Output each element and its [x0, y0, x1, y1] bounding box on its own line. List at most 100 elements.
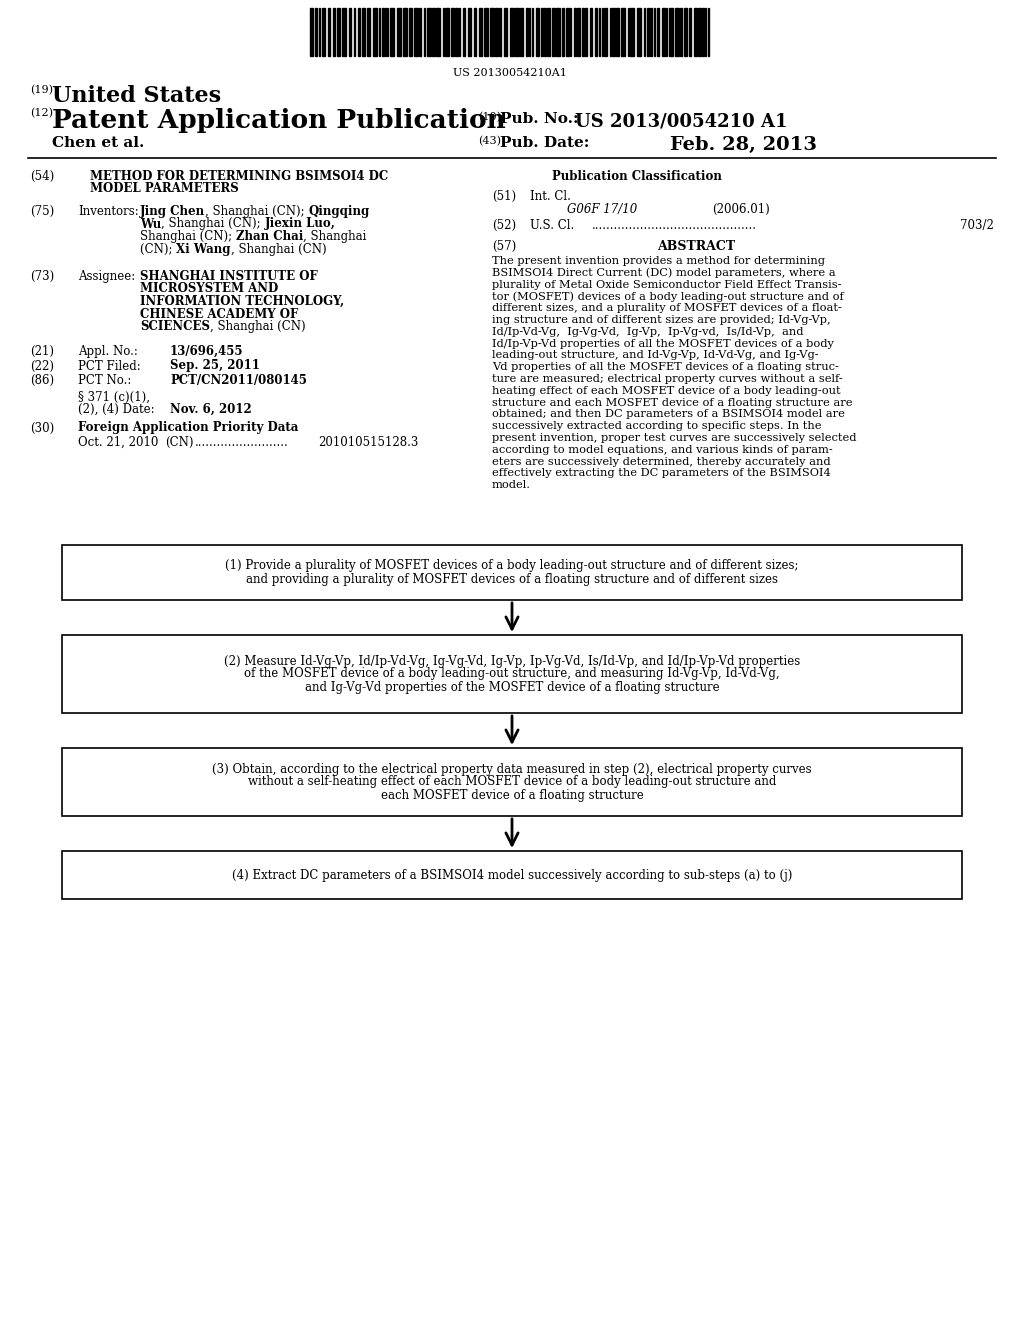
Text: United States: United States	[52, 84, 221, 107]
Bar	[419, 8, 421, 55]
Bar	[637, 8, 641, 55]
Text: (2006.01): (2006.01)	[712, 202, 770, 215]
Text: plurality of Metal Oxide Semiconductor Field Effect Transis-: plurality of Metal Oxide Semiconductor F…	[492, 280, 842, 289]
Text: (10): (10)	[478, 112, 501, 123]
Bar	[510, 8, 514, 55]
Text: Publication Classification: Publication Classification	[552, 170, 722, 183]
Text: Int. Cl.: Int. Cl.	[530, 190, 570, 203]
Bar	[552, 8, 555, 55]
Bar	[479, 8, 482, 55]
Bar	[526, 8, 528, 55]
Text: ing structure and of different sizes are provided; Id-Vg-Vp,: ing structure and of different sizes are…	[492, 315, 830, 325]
Text: each MOSFET device of a floating structure: each MOSFET device of a floating structu…	[381, 788, 643, 801]
Text: Sep. 25, 2011: Sep. 25, 2011	[170, 359, 260, 372]
Text: (43): (43)	[478, 136, 501, 147]
Bar	[604, 8, 607, 55]
Text: , Shanghai: , Shanghai	[303, 230, 367, 243]
Bar	[409, 8, 412, 55]
Text: (21): (21)	[30, 345, 54, 358]
Text: (19): (19)	[30, 84, 53, 95]
Text: leading-out structure, and Id-Vg-Vp, Id-Vd-Vg, and Ig-Vg-: leading-out structure, and Id-Vg-Vp, Id-…	[492, 350, 818, 360]
Text: ............................................: ........................................…	[592, 219, 757, 232]
Bar	[490, 8, 494, 55]
Bar	[495, 8, 498, 55]
Text: (12): (12)	[30, 108, 53, 119]
Text: successively extracted according to specific steps. In the: successively extracted according to spec…	[492, 421, 821, 432]
Text: , Shanghai (CN);: , Shanghai (CN);	[161, 218, 264, 231]
Bar	[337, 8, 340, 55]
Bar	[474, 8, 476, 55]
Text: Jiexin Luo,: Jiexin Luo,	[264, 218, 336, 231]
Text: Appl. No.:: Appl. No.:	[78, 345, 138, 358]
Text: (1) Provide a plurality of MOSFET devices of a body leading-out structure and of: (1) Provide a plurality of MOSFET device…	[225, 558, 799, 572]
Bar	[694, 8, 697, 55]
Bar	[590, 8, 592, 55]
Bar	[621, 8, 625, 55]
Bar	[328, 8, 330, 55]
Bar	[684, 8, 687, 55]
Text: PCT/CN2011/080145: PCT/CN2011/080145	[170, 374, 307, 387]
Text: 201010515128.3: 201010515128.3	[318, 436, 419, 449]
Bar	[62, 851, 962, 899]
Text: Vd properties of all the MOSFET devices of a floating struc-: Vd properties of all the MOSFET devices …	[492, 362, 839, 372]
Bar	[536, 8, 539, 55]
Text: Pub. No.:: Pub. No.:	[500, 112, 579, 125]
Bar	[662, 8, 665, 55]
Bar	[62, 748, 962, 816]
Bar	[432, 8, 435, 55]
Text: SHANGHAI INSTITUTE OF: SHANGHAI INSTITUTE OF	[140, 271, 317, 282]
Text: heating effect of each MOSFET device of a body leading-out: heating effect of each MOSFET device of …	[492, 385, 841, 396]
Text: Wu: Wu	[140, 218, 161, 231]
Bar	[333, 8, 335, 55]
Text: (73): (73)	[30, 271, 54, 282]
Bar	[397, 8, 401, 55]
Text: (CN): (CN)	[165, 436, 194, 449]
Bar	[574, 8, 575, 55]
Text: MODEL PARAMETERS: MODEL PARAMETERS	[90, 182, 239, 195]
Bar	[373, 8, 377, 55]
Text: structure and each MOSFET device of a floating structure are: structure and each MOSFET device of a fl…	[492, 397, 853, 408]
Bar	[630, 8, 634, 55]
Text: (4) Extract DC parameters of a BSIMSOI4 model successively according to sub-step: (4) Extract DC parameters of a BSIMSOI4 …	[231, 869, 793, 882]
Text: of the MOSFET device of a body leading-out structure, and measuring Id-Vg-Vp, Id: of the MOSFET device of a body leading-o…	[244, 668, 780, 681]
Bar	[616, 8, 618, 55]
Bar	[382, 8, 384, 55]
Text: INFORMATION TECHNOLOGY,: INFORMATION TECHNOLOGY,	[140, 294, 344, 308]
Text: Shanghai (CN);: Shanghai (CN);	[140, 230, 236, 243]
Bar	[675, 8, 679, 55]
Text: US 2013/0054210 A1: US 2013/0054210 A1	[575, 112, 787, 129]
Text: Foreign Application Priority Data: Foreign Application Priority Data	[78, 421, 298, 434]
Bar	[322, 8, 325, 55]
Bar	[445, 8, 449, 55]
Text: present invention, proper test curves are successively selected: present invention, proper test curves ar…	[492, 433, 856, 444]
Text: and Ig-Vg-Vd properties of the MOSFET device of a floating structure: and Ig-Vg-Vd properties of the MOSFET de…	[305, 681, 719, 693]
Text: (2) Measure Id-Vg-Vp, Id/Ip-Vd-Vg, Ig-Vg-Vd, Ig-Vp, Ip-Vg-Vd, Is/Id-Vp, and Id/I: (2) Measure Id-Vg-Vp, Id/Ip-Vd-Vg, Ig-Vg…	[224, 655, 800, 668]
Text: 703/2: 703/2	[961, 219, 994, 232]
Text: .........................: .........................	[195, 436, 289, 449]
Bar	[582, 8, 584, 55]
Text: METHOD FOR DETERMINING BSIMSOI4 DC: METHOD FOR DETERMINING BSIMSOI4 DC	[90, 170, 388, 183]
Text: , Shanghai (CN);: , Shanghai (CN);	[205, 205, 308, 218]
Text: Pub. Date:: Pub. Date:	[500, 136, 590, 150]
Bar	[647, 8, 649, 55]
Text: (51): (51)	[492, 190, 516, 203]
Bar	[349, 8, 351, 55]
Text: Assignee:: Assignee:	[78, 271, 135, 282]
Text: according to model equations, and various kinds of param-: according to model equations, and variou…	[492, 445, 833, 455]
Bar	[544, 8, 546, 55]
Text: model.: model.	[492, 480, 531, 490]
Bar	[585, 8, 587, 55]
Text: Jing Chen: Jing Chen	[140, 205, 205, 218]
Text: Id/Ip-Vp-Vd properties of all the MOSFET devices of a body: Id/Ip-Vp-Vd properties of all the MOSFET…	[492, 339, 834, 348]
Text: (54): (54)	[30, 170, 54, 183]
Bar	[315, 8, 317, 55]
Text: (3) Obtain, according to the electrical property data measured in step (2), elec: (3) Obtain, according to the electrical …	[212, 763, 812, 776]
Bar	[468, 8, 471, 55]
Text: tor (MOSFET) devices of a body leading-out structure and of: tor (MOSFET) devices of a body leading-o…	[492, 292, 844, 302]
Text: (86): (86)	[30, 374, 54, 387]
Bar	[504, 8, 507, 55]
Bar	[342, 8, 346, 55]
Text: CHINESE ACADEMY OF: CHINESE ACADEMY OF	[140, 308, 298, 321]
Text: BSIMSOI4 Direct Current (DC) model parameters, where a: BSIMSOI4 Direct Current (DC) model param…	[492, 268, 836, 279]
Text: (75): (75)	[30, 205, 54, 218]
